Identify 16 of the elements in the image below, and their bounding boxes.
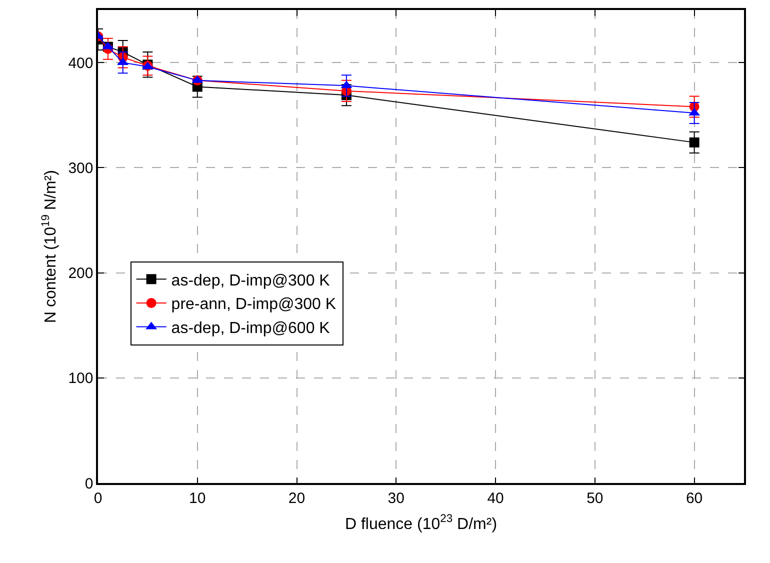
x-axis-title: D fluence (10$^{23}$ D/m²) [344,513,498,533]
legend-label: as-dep, D-imp@300 K [171,272,330,290]
y-tick-label: 300 [68,160,94,177]
x-tick-label: 20 [288,490,306,507]
x-tick-label: 60 [686,490,703,507]
y-tick-label: 400 [68,54,94,72]
x-tick-label: 50 [586,490,604,507]
y-tick-label: 200 [68,265,94,282]
x-tick-label: 40 [487,490,504,507]
legend-label: pre-ann, D-imp@300 K [171,296,336,314]
legend-label: as-dep, D-imp@600 K [171,320,330,337]
point [689,137,700,148]
x-tick-label: 10 [189,490,206,507]
y-tick-label: 0 [84,475,94,492]
y-tick-label: 100 [68,370,94,388]
x-tick-label: 30 [388,490,404,507]
